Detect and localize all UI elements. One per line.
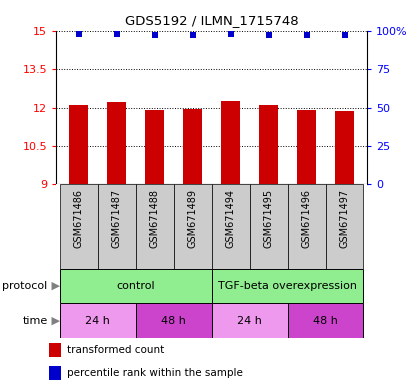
Text: control: control xyxy=(117,281,155,291)
Bar xyxy=(288,303,364,338)
Bar xyxy=(249,184,288,269)
Text: ▶: ▶ xyxy=(48,316,60,326)
Text: 48 h: 48 h xyxy=(161,316,186,326)
Text: GSM671496: GSM671496 xyxy=(302,189,312,248)
Bar xyxy=(183,109,202,184)
Text: GSM671489: GSM671489 xyxy=(188,189,198,248)
Bar xyxy=(297,110,316,184)
Bar xyxy=(212,184,249,269)
Bar xyxy=(335,111,354,184)
Bar xyxy=(49,343,61,357)
Point xyxy=(151,32,158,38)
Text: 24 h: 24 h xyxy=(85,316,110,326)
Point xyxy=(189,32,196,38)
Point xyxy=(76,31,82,37)
Bar xyxy=(145,110,164,184)
Bar xyxy=(60,184,98,269)
Text: protocol: protocol xyxy=(2,281,48,291)
Bar xyxy=(325,184,364,269)
Text: GSM671495: GSM671495 xyxy=(264,189,273,248)
Text: 24 h: 24 h xyxy=(237,316,262,326)
Point xyxy=(113,31,120,37)
Title: GDS5192 / ILMN_1715748: GDS5192 / ILMN_1715748 xyxy=(125,14,298,27)
Bar xyxy=(98,184,136,269)
Point xyxy=(341,32,348,38)
Bar xyxy=(221,101,240,184)
Text: 48 h: 48 h xyxy=(313,316,338,326)
Bar xyxy=(259,105,278,184)
Point xyxy=(265,32,272,38)
Text: GSM671497: GSM671497 xyxy=(339,189,349,248)
Bar xyxy=(69,105,88,184)
Bar xyxy=(288,184,325,269)
Text: GSM671494: GSM671494 xyxy=(226,189,236,248)
Bar xyxy=(60,303,136,338)
Text: GSM671486: GSM671486 xyxy=(74,189,84,248)
Bar xyxy=(212,269,364,303)
Point xyxy=(227,31,234,37)
Text: ▶: ▶ xyxy=(48,281,60,291)
Text: percentile rank within the sample: percentile rank within the sample xyxy=(67,368,243,378)
Text: GSM671488: GSM671488 xyxy=(150,189,160,248)
Point xyxy=(303,32,310,38)
Bar xyxy=(136,303,212,338)
Text: TGF-beta overexpression: TGF-beta overexpression xyxy=(218,281,357,291)
Bar xyxy=(49,366,61,380)
Bar xyxy=(212,303,288,338)
Bar xyxy=(107,102,126,184)
Bar xyxy=(136,184,174,269)
Text: transformed count: transformed count xyxy=(67,345,164,355)
Bar xyxy=(60,269,212,303)
Bar xyxy=(174,184,212,269)
Text: time: time xyxy=(22,316,48,326)
Text: GSM671487: GSM671487 xyxy=(112,189,122,248)
